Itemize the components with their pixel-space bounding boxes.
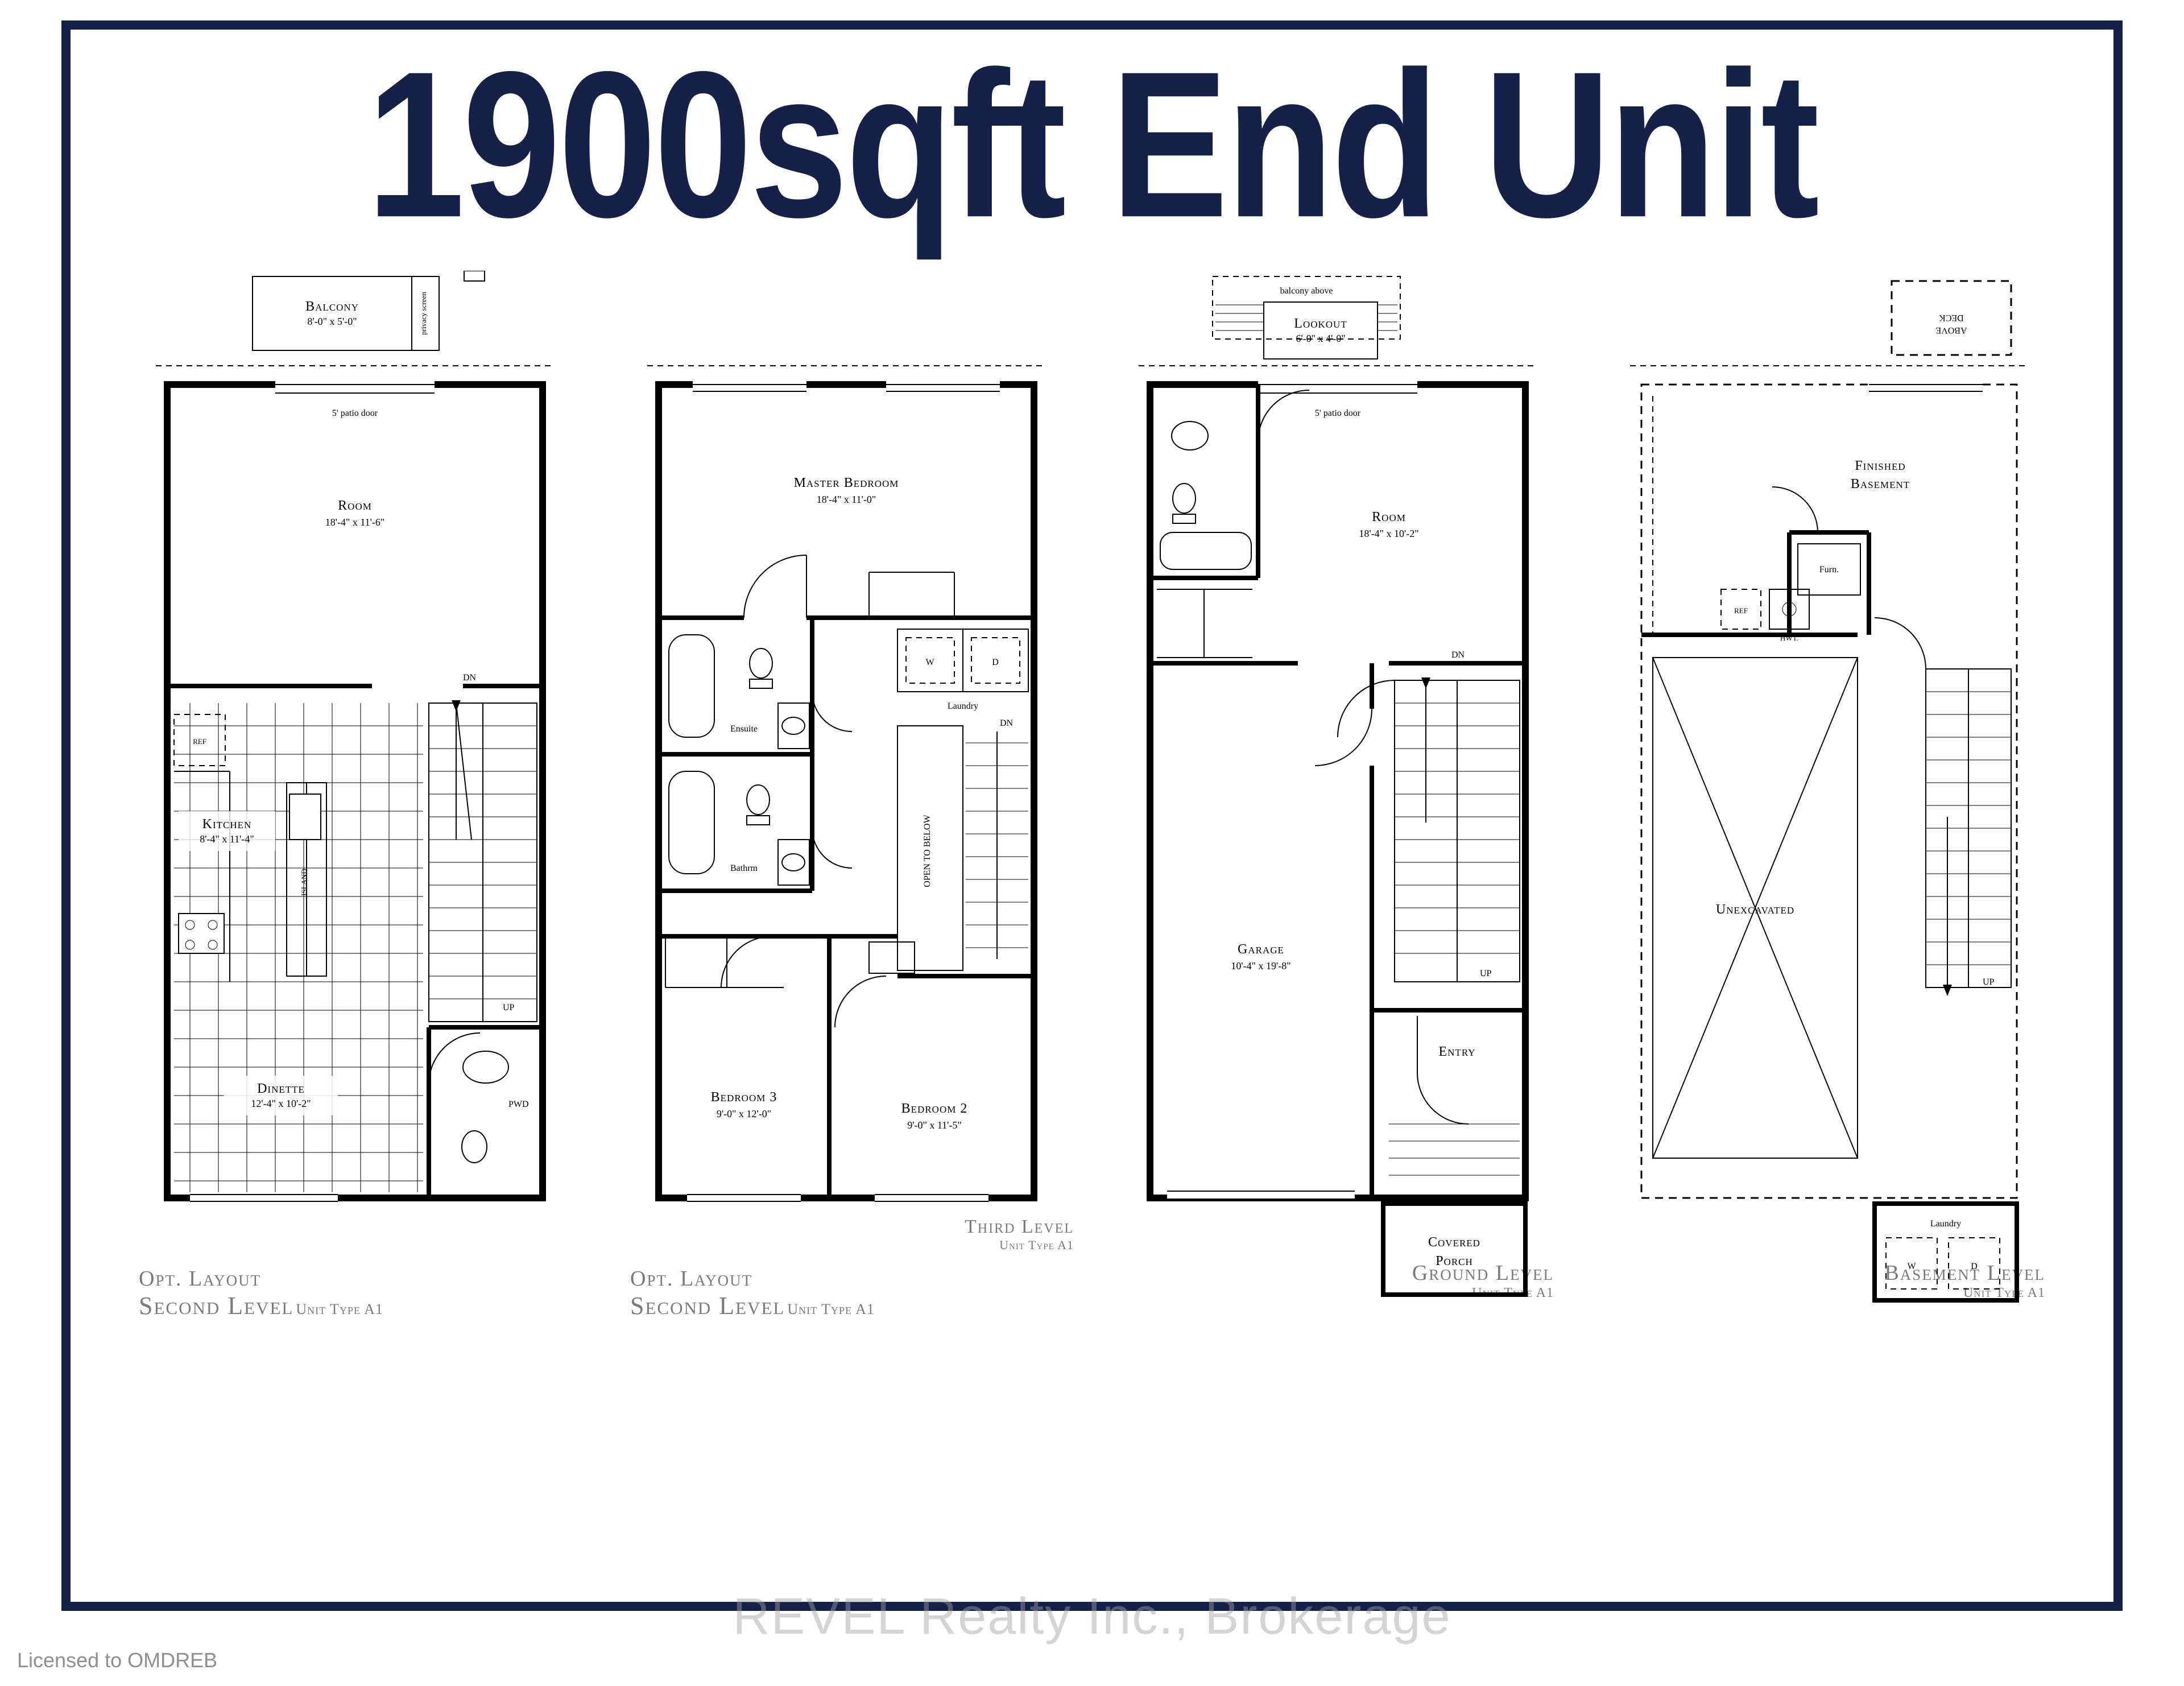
svg-text:Garage: Garage (1238, 942, 1284, 957)
floor-second: Balcony 8'-0" x 5'-0" privacy screen 5' … (133, 271, 577, 1320)
floor-plans-row: Balcony 8'-0" x 5'-0" privacy screen 5' … (105, 271, 2079, 1320)
svg-text:PWD: PWD (508, 1100, 529, 1109)
svg-text:DN: DN (1451, 650, 1465, 660)
svg-text:Finished: Finished (1855, 458, 1905, 473)
svg-text:D: D (992, 658, 999, 667)
floor-third: Master Bedroom 18'-4" x 11'-0" (624, 271, 1068, 1320)
main-title: 1900sqft End Unit (105, 56, 2079, 233)
svg-text:OPEN TO BELOW: OPEN TO BELOW (923, 814, 932, 887)
svg-text:6'-0" x 4'-0": 6'-0" x 4'-0" (1296, 333, 1345, 344)
svg-text:HWT.: HWT. (1780, 634, 1798, 642)
svg-text:ABOVE: ABOVE (1935, 325, 1967, 335)
watermark: REVEL Realty Inc., Brokerage (733, 1588, 1451, 1646)
svg-text:Porch: Porch (1436, 1254, 1473, 1268)
svg-text:UP: UP (503, 1003, 515, 1013)
svg-text:Bathrm: Bathrm (730, 863, 758, 873)
svg-text:Furn.: Furn. (1819, 565, 1839, 575)
svg-text:UP: UP (1983, 977, 1995, 987)
svg-text:Covered: Covered (1428, 1235, 1480, 1250)
svg-text:Ensuite: Ensuite (730, 724, 758, 734)
svg-text:Dinette: Dinette (257, 1081, 305, 1096)
svg-text:D: D (1971, 1262, 1978, 1271)
svg-text:Kitchen: Kitchen (202, 817, 252, 832)
svg-text:Room: Room (1372, 510, 1406, 524)
plan-ground: balcony above Lookout 6'-0" x 4'-0" (1116, 271, 1560, 1312)
svg-text:18'-4" x 11'-0": 18'-4" x 11'-0" (817, 494, 876, 505)
svg-text:Master Bedroom: Master Bedroom (794, 476, 899, 490)
corner-third: Third Level Unit Type A1 (965, 1216, 1074, 1253)
svg-text:12'-4" x 10'-2": 12'-4" x 10'-2" (251, 1098, 311, 1109)
svg-text:9'-0" x 11'-5": 9'-0" x 11'-5" (907, 1119, 962, 1131)
svg-text:Lookout: Lookout (1294, 316, 1347, 331)
svg-text:18'-4" x 11'-6": 18'-4" x 11'-6" (325, 516, 385, 528)
svg-text:Entry: Entry (1439, 1044, 1476, 1059)
svg-text:W: W (1907, 1262, 1916, 1271)
caption-second: Opt. Layout Second Level Unit Type A1 (133, 1266, 383, 1320)
svg-text:UP: UP (1480, 969, 1492, 978)
svg-text:Unexcavated: Unexcavated (1716, 902, 1794, 917)
svg-text:DECK: DECK (1939, 313, 1964, 323)
svg-text:privacy screen: privacy screen (419, 291, 428, 334)
floor-ground: balcony above Lookout 6'-0" x 4'-0" (1116, 271, 1560, 1320)
svg-text:DN: DN (1000, 718, 1014, 728)
svg-text:REF: REF (1734, 606, 1748, 615)
svg-text:Bedroom 2: Bedroom 2 (901, 1101, 968, 1116)
svg-text:Bedroom 3: Bedroom 3 (711, 1090, 777, 1105)
svg-text:W: W (925, 658, 934, 667)
floorplan-sheet: 1900sqft End Unit Balcony 8'-0" x 5'-0" … (61, 20, 2123, 1611)
svg-text:Balcony: Balcony (305, 299, 359, 314)
svg-text:balcony above: balcony above (1280, 286, 1333, 296)
svg-text:18'-4" x 10'-2": 18'-4" x 10'-2" (1359, 528, 1418, 539)
plan-basement: DECK ABOVE Finished Basement (1607, 271, 2051, 1312)
svg-text:ISLAND: ISLAND (300, 869, 308, 896)
svg-text:Room: Room (338, 498, 372, 513)
svg-text:8'-4" x 11'-4": 8'-4" x 11'-4" (200, 833, 254, 845)
svg-text:5' patio door: 5' patio door (1315, 408, 1361, 418)
svg-text:5' patio door: 5' patio door (332, 408, 378, 418)
caption-third: Opt. Layout Second Level Unit Type A1 (624, 1266, 875, 1320)
svg-text:REF: REF (193, 737, 206, 746)
plan-third: Master Bedroom 18'-4" x 11'-0" (624, 271, 1068, 1249)
svg-text:DN: DN (463, 673, 477, 683)
svg-text:Laundry: Laundry (1930, 1219, 1961, 1229)
svg-text:Laundry: Laundry (948, 701, 978, 711)
svg-text:9'-0" x 12'-0": 9'-0" x 12'-0" (717, 1108, 771, 1119)
svg-text:Basement: Basement (1851, 477, 1910, 491)
svg-text:8'-0" x 5'-0": 8'-0" x 5'-0" (307, 316, 357, 327)
svg-text:10'-4" x 19'-8": 10'-4" x 19'-8" (1231, 960, 1290, 972)
plan-second: Balcony 8'-0" x 5'-0" privacy screen 5' … (133, 271, 577, 1249)
license-text: Licensed to OMDREB (17, 1648, 217, 1672)
floor-basement: DECK ABOVE Finished Basement (1607, 271, 2051, 1320)
